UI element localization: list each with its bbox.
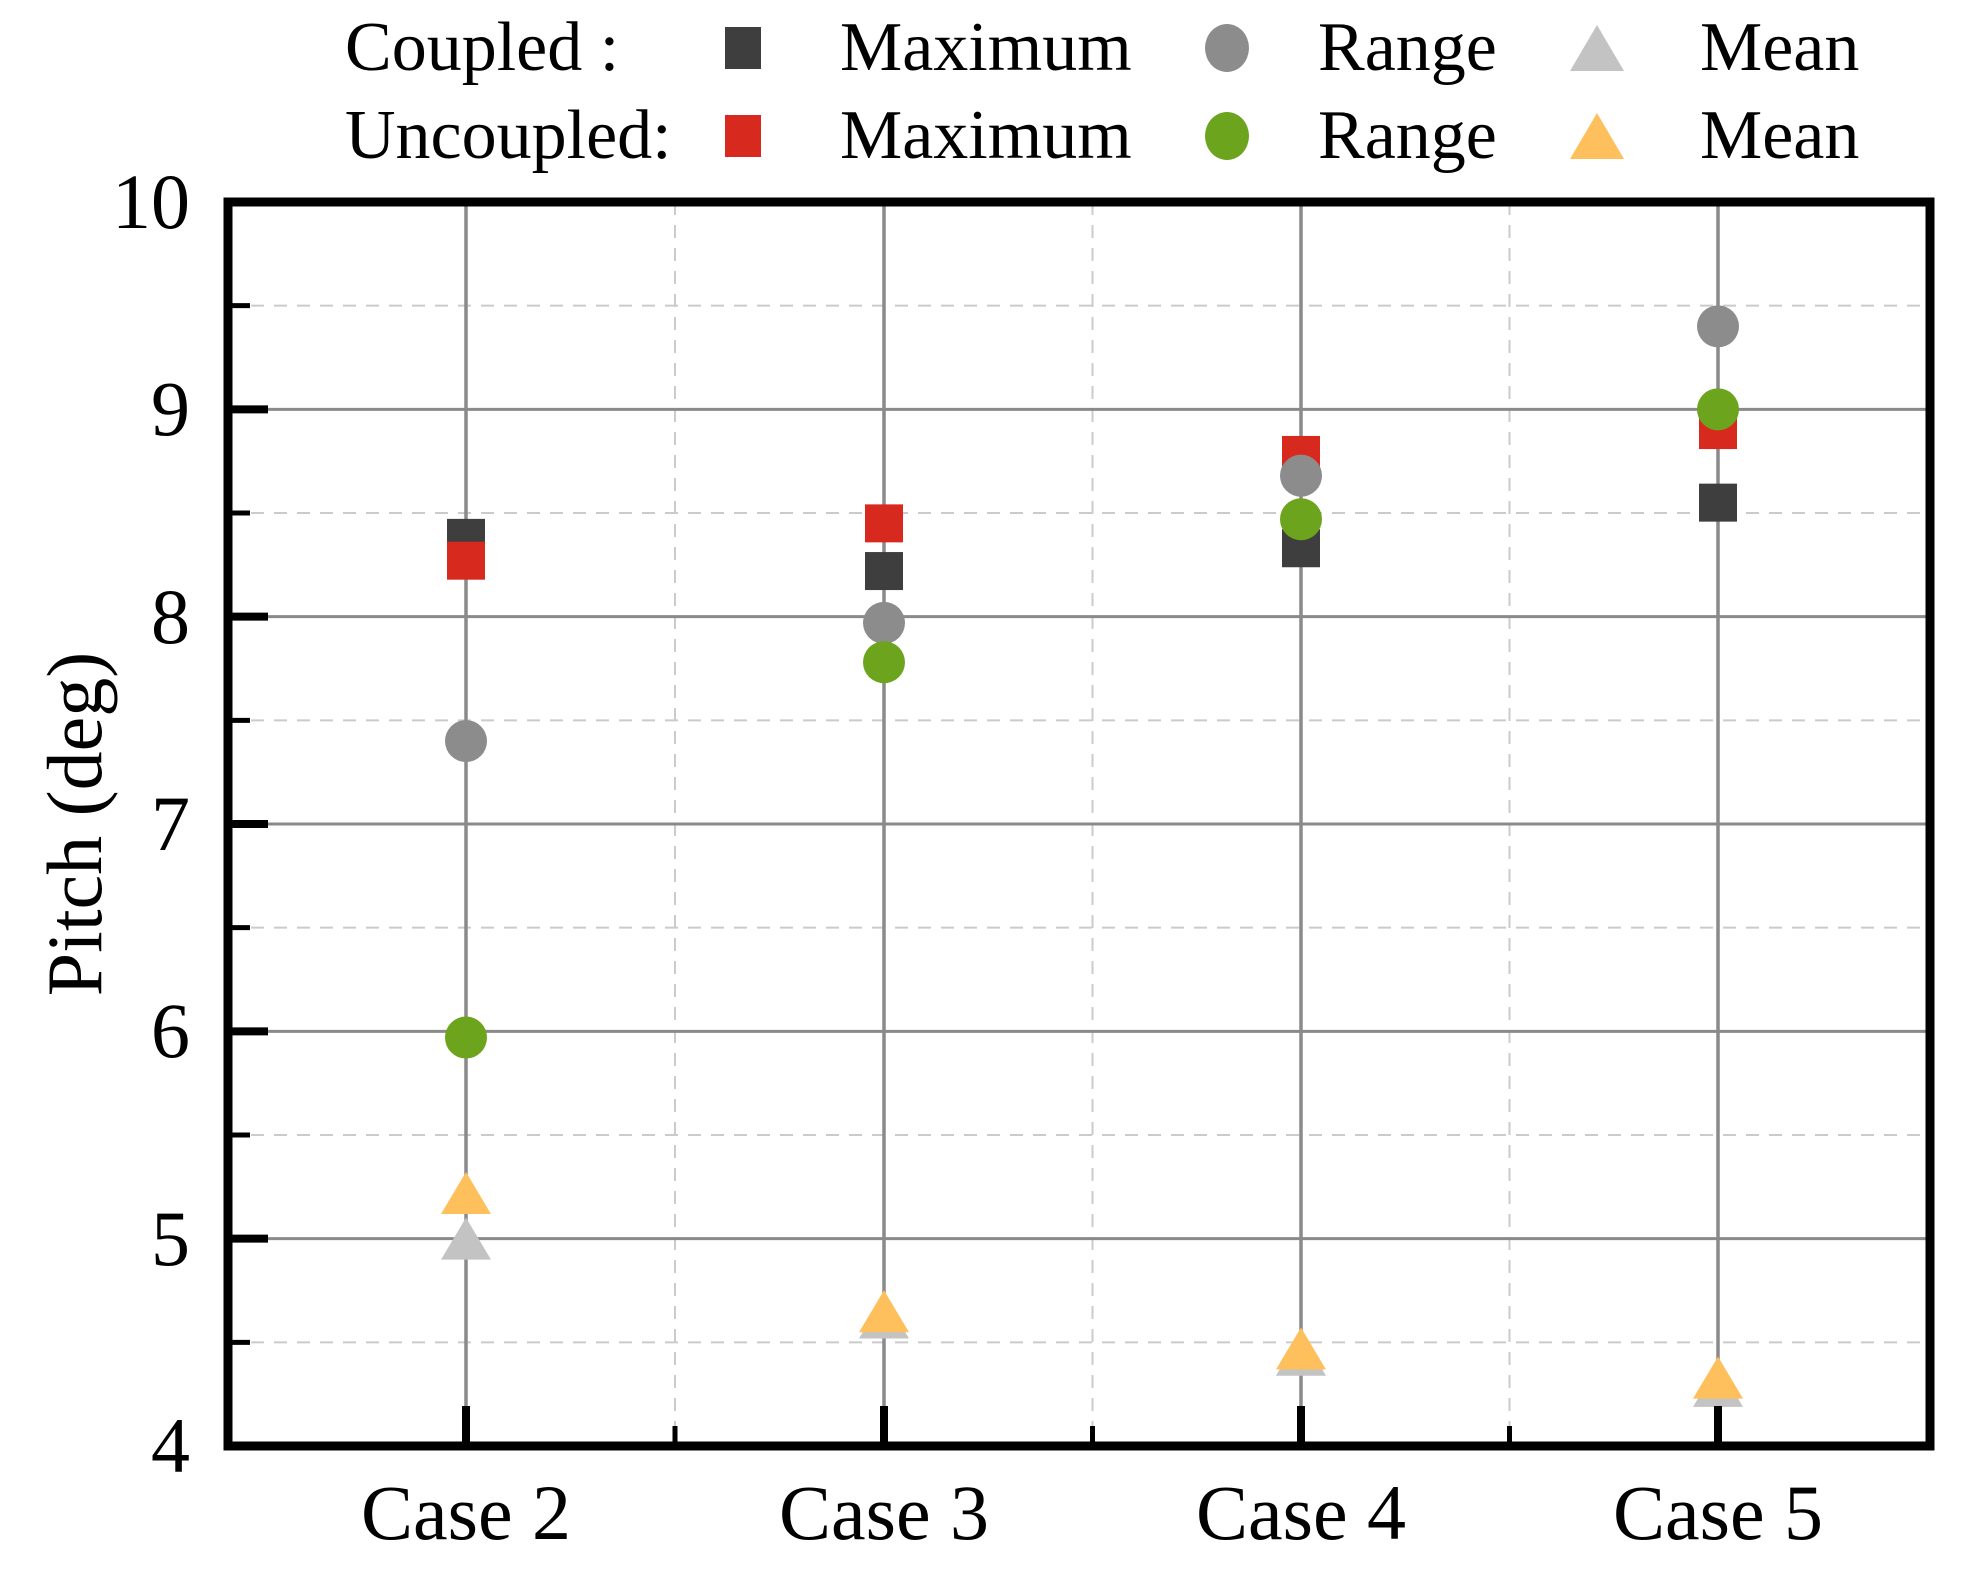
x-tick-label-case-3: Case 3	[778, 1469, 990, 1556]
legend-coupled-mean-label: Mean	[1700, 9, 1860, 86]
data-point-uncoupled-range	[445, 1016, 487, 1059]
legend-uncoupled-range-label: Range	[1318, 97, 1497, 174]
data-point-coupled-range	[863, 601, 905, 644]
data-point-uncoupled-maximum	[447, 541, 485, 580]
y-tick-label: 4	[151, 1402, 190, 1489]
data-point-uncoupled-range	[863, 641, 905, 684]
y-tick-label: 9	[151, 365, 190, 452]
data-point-uncoupled-mean	[441, 1172, 491, 1215]
data-point-coupled-range	[445, 720, 487, 763]
legend-coupled-maximum-label: Maximum	[840, 9, 1132, 86]
data-point-coupled-range	[1280, 454, 1322, 497]
data-point-coupled-range	[1697, 305, 1739, 348]
x-tick-label-case-5: Case 5	[1612, 1469, 1824, 1556]
legend-uncoupled-mean-label: Mean	[1700, 97, 1860, 174]
plot-frame	[223, 197, 1935, 1451]
legend-group-uncoupled-label: Uncoupled:	[345, 97, 672, 174]
legend-coupled-range-label: Range	[1318, 9, 1497, 86]
uncoupled-range-circle-icon	[1205, 112, 1249, 160]
uncoupled-mean-triangle-icon	[1570, 113, 1624, 159]
data-point-uncoupled-range	[1697, 388, 1739, 431]
data-point-uncoupled-maximum	[865, 504, 903, 543]
x-tick-label-case-4: Case 4	[1195, 1469, 1407, 1556]
data-point-coupled-maximum	[1699, 483, 1737, 522]
data-point-coupled-maximum	[865, 552, 903, 591]
coupled-range-circle-icon	[1205, 24, 1249, 72]
data-point-uncoupled-mean	[1693, 1356, 1743, 1399]
coupled-maximum-square-icon	[725, 27, 761, 69]
legend-group-coupled-label: Coupled :	[345, 9, 620, 86]
data-point-uncoupled-mean	[1276, 1327, 1326, 1370]
y-tick-label: 7	[151, 780, 190, 867]
y-tick-label: 10	[112, 158, 190, 245]
data-point-uncoupled-range	[1280, 498, 1322, 541]
uncoupled-maximum-square-icon	[725, 115, 761, 157]
legend-uncoupled-maximum-label: Maximum	[840, 97, 1132, 174]
coupled-mean-triangle-icon	[1570, 25, 1624, 71]
data-point-uncoupled-mean	[859, 1290, 909, 1333]
y-tick-label: 8	[151, 573, 190, 660]
data-point-coupled-mean	[441, 1217, 491, 1260]
x-tick-label-case-2: Case 2	[360, 1469, 572, 1556]
y-tick-label: 5	[151, 1195, 190, 1282]
y-tick-label: 6	[151, 987, 190, 1074]
